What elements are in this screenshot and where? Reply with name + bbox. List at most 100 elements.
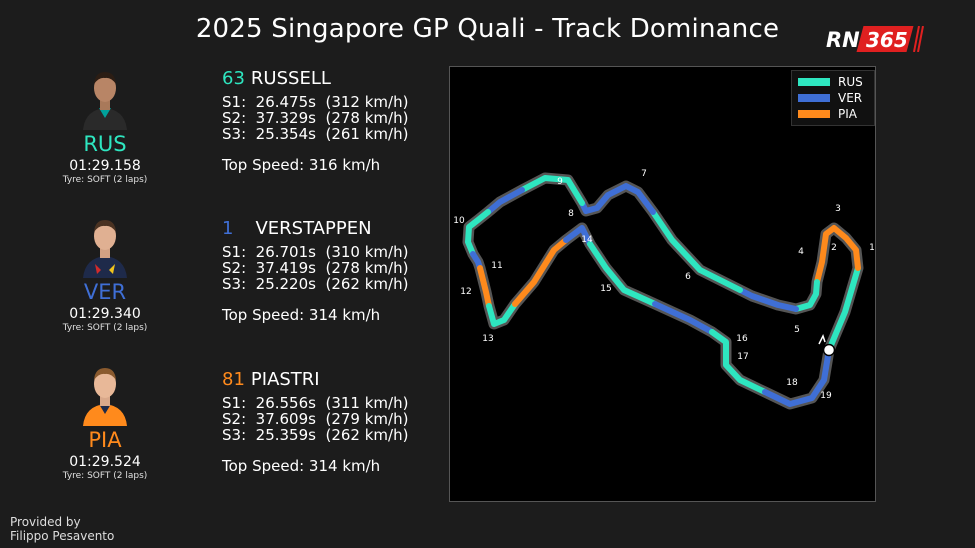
corner-label-8: 8 <box>568 209 574 219</box>
top-speed: Top Speed: 314 km/h <box>222 457 381 475</box>
corner-label-7: 7 <box>641 169 647 179</box>
credit-line-1: Provided by <box>10 515 81 529</box>
driver-tyre: Tyre: SOFT (2 laps) <box>62 323 148 333</box>
track-segment-rus <box>465 209 491 257</box>
corner-label-6: 6 <box>685 272 691 282</box>
corner-label-9: 9 <box>557 177 563 187</box>
track-segment-pia <box>512 237 569 307</box>
track-segment-ver <box>563 225 593 247</box>
sector-3: S3: 25.359s (262 km/h) <box>222 426 409 444</box>
credit: Provided by Filippo Pesavento <box>10 515 114 543</box>
driver-stats-ver: 1 VERSTAPPEN S1: 26.701s (310 km/h) S2: 3… <box>222 218 442 324</box>
corner-label-10: 10 <box>453 216 465 226</box>
corner-label-18: 18 <box>786 378 798 388</box>
driver-portrait-pia <box>77 362 133 426</box>
driver-name: RUSSELL <box>250 68 331 89</box>
driver-laptime: 01:29.158 <box>69 158 141 174</box>
corner-label-1: 1 <box>869 243 875 253</box>
driver-header: 63 RUSSELL <box>222 68 442 90</box>
track-map-panel <box>449 66 876 502</box>
track-segment-rus <box>650 209 743 293</box>
legend-label: VER <box>838 91 863 105</box>
direction-arrow-icon <box>818 334 826 345</box>
track-segment-rus <box>709 329 768 395</box>
driver-header: 1 VERSTAPPEN <box>222 218 442 240</box>
chart-legend: RUS VER PIA <box>791 70 875 126</box>
driver-name: VERSTAPPEN <box>255 218 372 239</box>
corner-label-17: 17 <box>737 352 748 362</box>
driver-avatar-icon <box>83 72 127 130</box>
legend-swatch <box>798 78 830 86</box>
sector-times: S1: 26.556s (311 km/h) S2: 37.609s (279 … <box>222 395 442 443</box>
legend-item: VER <box>798 90 868 106</box>
legend-label: PIA <box>838 107 857 121</box>
track-segment-rus <box>519 175 585 206</box>
legend-swatch <box>798 94 830 102</box>
driver-name: PIASTRI <box>250 369 320 390</box>
driver-number: 1 <box>222 218 234 239</box>
sector-times: S1: 26.475s (312 km/h) S2: 37.329s (278 … <box>222 94 442 142</box>
driver-code: PIA <box>88 428 122 452</box>
track-segment-ver <box>652 301 715 335</box>
driver-stats-pia: 81 PIASTRI S1: 26.556s (311 km/h) S2: 37.… <box>222 369 442 475</box>
logo-stripes-icon <box>913 26 924 52</box>
driver-avatar-icon <box>83 368 127 426</box>
corner-label-14: 14 <box>581 235 593 245</box>
driver-header: 81 PIASTRI <box>222 369 442 391</box>
sector-3: S3: 25.354s (261 km/h) <box>222 125 409 143</box>
track-segment-rus <box>826 265 861 353</box>
track-segment-rus <box>486 301 518 327</box>
sector-2: S2: 37.609s (279 km/h) <box>222 410 409 428</box>
sector-2: S2: 37.419s (278 km/h) <box>222 259 409 277</box>
driver-avatar-icon <box>83 220 127 278</box>
track-segment-ver <box>579 183 656 215</box>
track-layer <box>462 172 864 410</box>
driver-portrait-rus <box>77 66 133 130</box>
driver-code: VER <box>83 280 127 304</box>
legend-label: RUS <box>838 75 863 89</box>
sector-times: S1: 26.701s (310 km/h) S2: 37.419s (278 … <box>222 244 442 292</box>
sector-2: S2: 37.329s (278 km/h) <box>222 109 409 127</box>
driver-card-rus: RUS 01:29.158 Tyre: SOFT (2 laps) <box>40 66 170 186</box>
driver-card-pia: PIA 01:29.524 Tyre: SOFT (2 laps) <box>40 362 170 482</box>
driver-number: 63 <box>222 68 245 89</box>
start-dot <box>822 343 836 357</box>
logo-number-text: 365 <box>866 28 908 52</box>
track-segment-ver <box>762 347 832 407</box>
sector-1: S1: 26.556s (311 km/h) <box>222 394 409 412</box>
top-speed: Top Speed: 316 km/h <box>222 156 381 174</box>
driver-stats-rus: 63 RUSSELL S1: 26.475s (312 km/h) S2: 37.… <box>222 68 442 174</box>
legend-swatch <box>798 110 830 118</box>
driver-laptime: 01:29.524 <box>69 454 141 470</box>
sector-1: S1: 26.475s (312 km/h) <box>222 93 409 111</box>
page-title: 2025 Singapore GP Quali - Track Dominanc… <box>195 14 780 44</box>
corner-label-12: 12 <box>460 287 471 297</box>
corner-label-3: 3 <box>835 204 841 214</box>
corner-label-19: 19 <box>820 391 832 401</box>
sector-1: S1: 26.701s (310 km/h) <box>222 243 409 261</box>
credit-line-2: Filippo Pesavento <box>10 529 115 543</box>
corner-label-11: 11 <box>491 261 502 271</box>
driver-number: 81 <box>222 369 245 390</box>
track-segment-rus <box>587 241 658 307</box>
corner-label-4: 4 <box>798 247 804 257</box>
track-segment-rus <box>793 279 820 312</box>
rn365-logo: RN 365 <box>822 24 926 56</box>
corner-label-16: 16 <box>736 334 748 344</box>
top-speed: Top Speed: 314 km/h <box>222 306 381 324</box>
track-segment-ver <box>737 287 799 312</box>
driver-card-ver: VER 01:29.340 Tyre: SOFT (2 laps) <box>40 214 170 334</box>
driver-portrait-ver <box>77 214 133 278</box>
driver-code: RUS <box>83 132 127 156</box>
corner-label-15: 15 <box>600 284 611 294</box>
track-segment-ver <box>485 187 525 215</box>
logo-rn-text: RN <box>826 28 860 52</box>
driver-laptime: 01:29.340 <box>69 306 141 322</box>
corner-label-5: 5 <box>794 325 800 335</box>
corner-label-13: 13 <box>482 334 493 344</box>
corner-label-2: 2 <box>831 243 837 253</box>
legend-item: PIA <box>798 106 868 122</box>
driver-tyre: Tyre: SOFT (2 laps) <box>62 471 148 481</box>
